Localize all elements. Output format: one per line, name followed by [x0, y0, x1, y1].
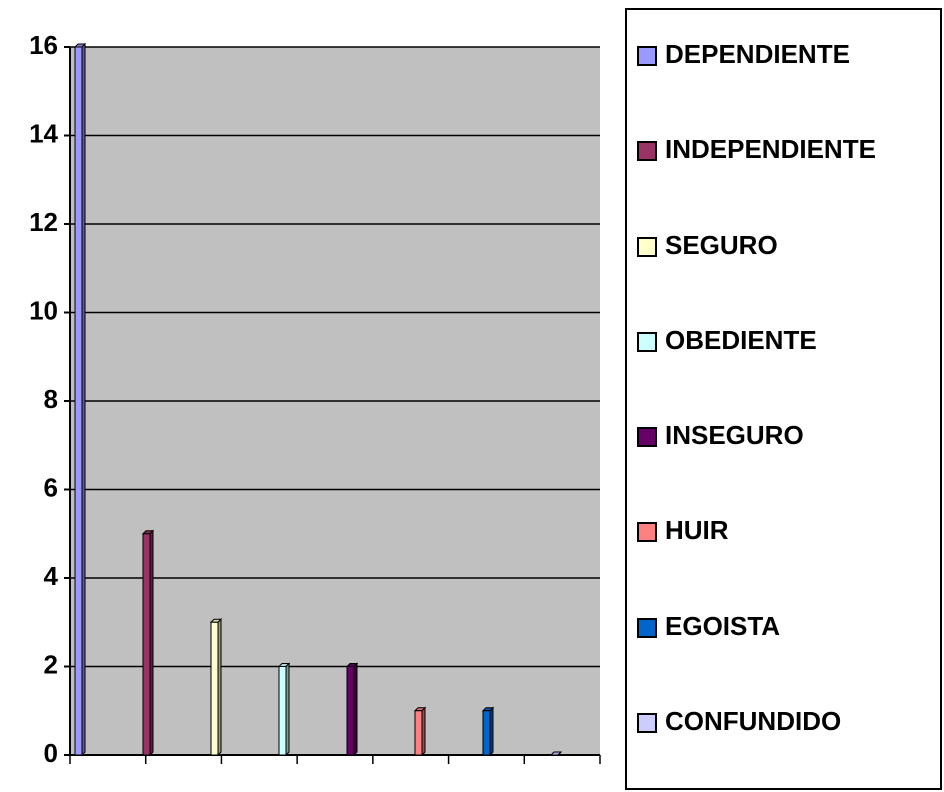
legend-swatch — [637, 712, 657, 733]
legend-label: INSEGURO — [665, 420, 804, 450]
legend-label: DEPENDIENTE — [665, 39, 850, 69]
legend-swatch — [637, 522, 657, 543]
legend-swatch — [637, 427, 657, 447]
legend-label: CONFUNDIDO — [665, 705, 842, 736]
bar — [481, 706, 495, 757]
legend-swatch — [637, 236, 657, 257]
bar-front — [142, 533, 151, 756]
y-tick-label: 4 — [44, 561, 59, 591]
y-tick-label: 8 — [44, 384, 58, 414]
legend-item: HUIR — [637, 515, 927, 547]
legend-label: HUIR — [665, 515, 729, 546]
legend-swatch — [637, 331, 657, 352]
bar-front — [74, 46, 83, 756]
legend-swatch — [637, 617, 657, 638]
bar-front — [482, 710, 491, 756]
legend-item: EGOISTA — [637, 611, 927, 643]
legend-item: INSEGURO — [637, 420, 927, 452]
bar-front — [346, 666, 355, 756]
y-tick-label: 6 — [44, 472, 58, 502]
legend-item: SEGURO — [637, 230, 927, 262]
bar — [141, 529, 155, 757]
legend-swatch — [637, 141, 657, 162]
bar — [549, 751, 563, 756]
chart: 0 2 4 6 8 10 12 14 16 — [29, 30, 601, 768]
bar — [277, 662, 291, 757]
y-tick-label: 12 — [29, 207, 58, 237]
legend-label: INDEPENDIENTE — [665, 134, 876, 165]
legend-item: INDEPENDIENTE — [637, 134, 927, 166]
legend-label: SEGURO — [665, 229, 778, 260]
y-tick-label: 16 — [29, 30, 58, 60]
bar — [345, 662, 359, 757]
legend-label: EGOISTA — [665, 610, 781, 641]
legend: DEPENDIENTE INDEPENDIENTE SEGURO OBEDIENTE I… — [625, 8, 942, 790]
bar-front — [278, 666, 287, 756]
y-tick-label: 14 — [29, 118, 58, 148]
bar-front — [210, 621, 219, 756]
bar — [73, 42, 87, 757]
legend-item: CONFUNDIDO — [637, 706, 927, 738]
bar — [209, 618, 223, 757]
y-tick-label: 10 — [29, 295, 58, 325]
legend-label: OBEDIENTE — [665, 324, 817, 355]
legend-item: OBEDIENTE — [637, 325, 927, 357]
bar — [413, 706, 427, 757]
bar-side — [557, 751, 562, 756]
legend-item: DEPENDIENTE — [637, 39, 927, 71]
y-tick-label: 0 — [44, 738, 58, 768]
bar-front — [414, 710, 423, 756]
y-tick-label: 2 — [44, 649, 58, 679]
legend-swatch — [637, 46, 657, 66]
